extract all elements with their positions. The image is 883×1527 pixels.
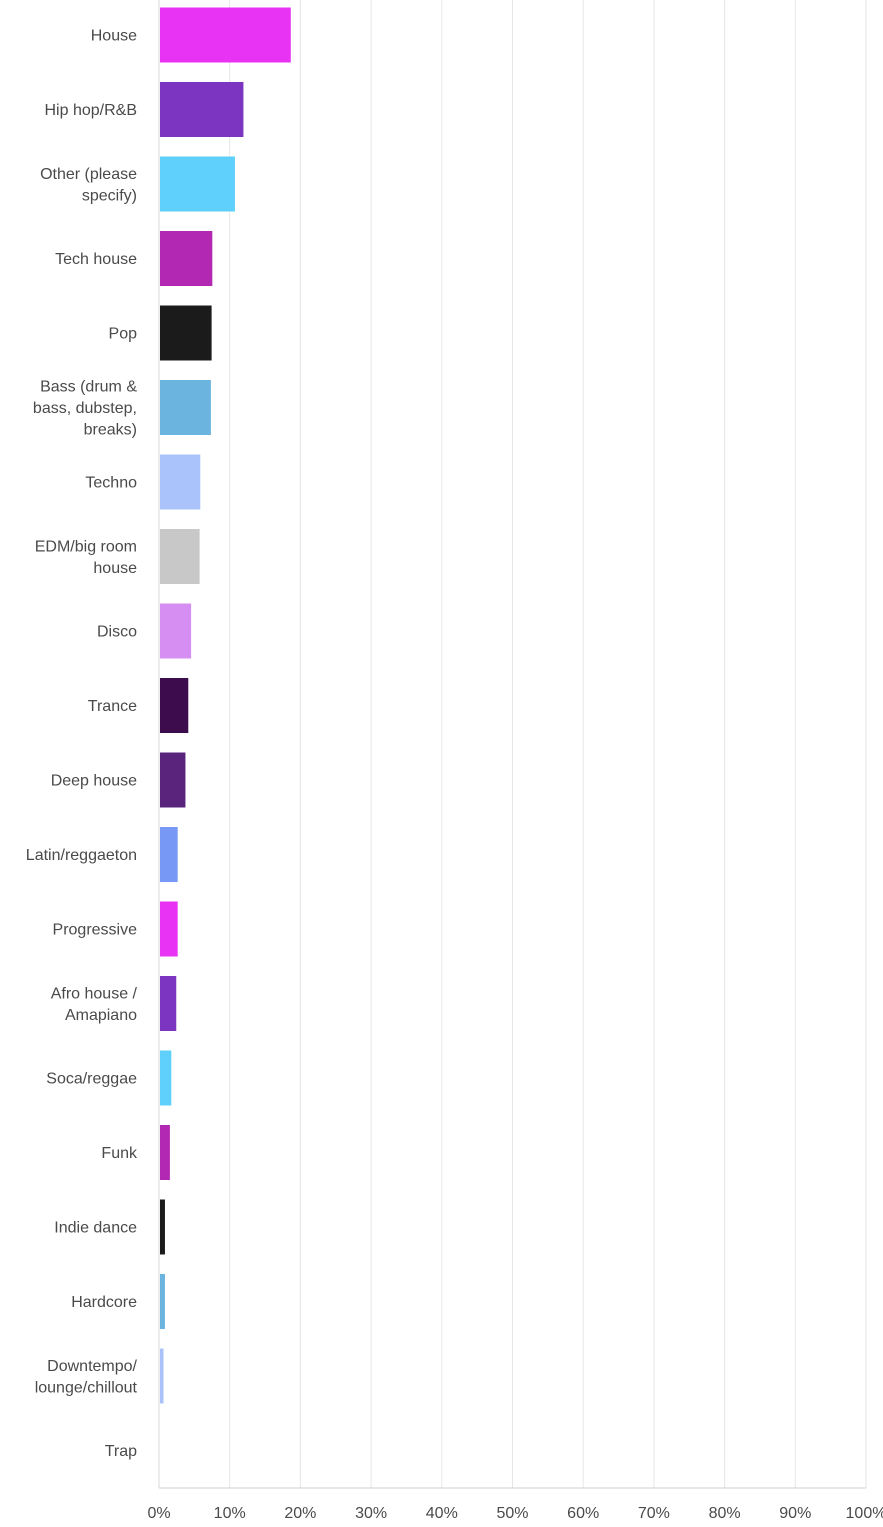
bar [160, 827, 178, 882]
category-label: Pop [109, 326, 138, 343]
bar [160, 156, 235, 212]
bar [160, 529, 200, 584]
category-label: Other (please specify) [40, 166, 137, 205]
bar [160, 976, 177, 1031]
bar [160, 752, 186, 808]
category-label: EDM/big room house [35, 538, 137, 577]
bar [160, 1050, 172, 1106]
category-label: Progressive [53, 922, 138, 939]
bar [160, 1125, 170, 1180]
bar [160, 454, 201, 510]
bars [160, 7, 291, 1404]
x-axis-ticks: 0% 10% 20% 30% 40% 50% 60% 70% 80% 90% 100% [147, 1505, 883, 1522]
bar [160, 231, 213, 286]
x-tick-label: 80% [709, 1505, 741, 1522]
category-label: Bass (drum & bass, dubstep, breaks) [33, 379, 137, 439]
x-tick-label: 50% [496, 1505, 528, 1522]
bar [160, 603, 192, 659]
category-label: Afro house / Amapiano [51, 985, 138, 1024]
category-label: Disco [97, 624, 137, 641]
category-label: Techno [85, 475, 137, 492]
bar [160, 1199, 165, 1255]
category-label: Indie dance [54, 1220, 137, 1237]
bar [160, 1348, 164, 1404]
x-tick-label: 60% [567, 1505, 599, 1522]
category-label: Trap [105, 1443, 137, 1460]
category-label: Hip hop/R&B [45, 102, 138, 119]
x-tick-label: 0% [147, 1505, 170, 1522]
category-label: Latin/reggaeton [26, 847, 137, 864]
category-label: Funk [101, 1145, 138, 1162]
bar [160, 678, 189, 733]
bar [160, 7, 291, 63]
x-tick-label: 100% [846, 1505, 883, 1522]
bar [160, 82, 244, 137]
x-tick-label: 10% [214, 1505, 246, 1522]
bar [160, 1274, 165, 1329]
category-label: House [91, 28, 137, 45]
grid-lines [158, 0, 867, 1488]
category-label: Tech house [55, 251, 137, 268]
x-tick-label: 20% [284, 1505, 316, 1522]
bar [160, 305, 212, 361]
bar [160, 901, 178, 957]
x-tick-label: 40% [426, 1505, 458, 1522]
category-label: Deep house [51, 773, 137, 790]
category-label: Soca/reggae [46, 1071, 137, 1088]
x-tick-label: 70% [638, 1505, 670, 1522]
category-label: Downtempo/lounge/chillout [35, 1358, 138, 1397]
bar [160, 380, 211, 435]
category-label: Trance [88, 698, 137, 715]
category-labels: House Hip hop/R&B Other (please specify) Tec… [26, 28, 138, 1461]
x-tick-label: 90% [779, 1505, 811, 1522]
category-label: Hardcore [71, 1294, 137, 1311]
x-tick-label: 30% [355, 1505, 387, 1522]
